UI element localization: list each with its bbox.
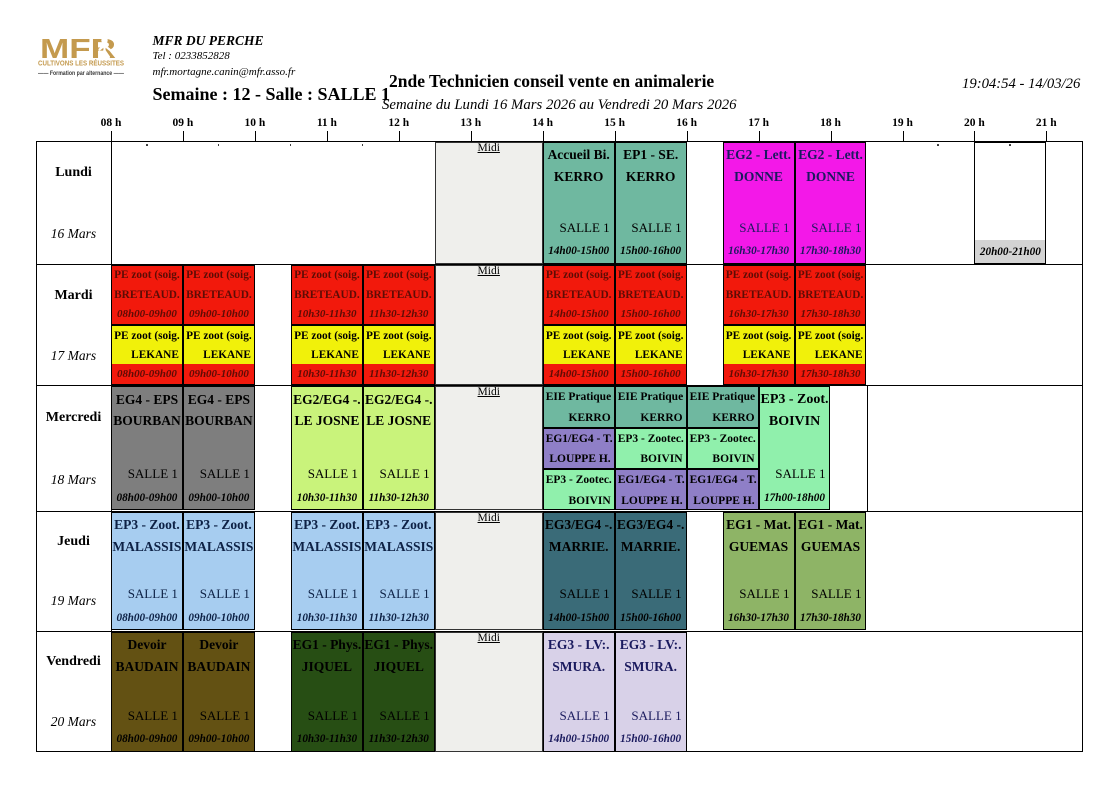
svg-text:CULTIVONS LES RÉUSSITES: CULTIVONS LES RÉUSSITES: [38, 59, 124, 68]
svg-text:—— Formation par alternance ——: —— Formation par alternance ——: [38, 70, 125, 77]
